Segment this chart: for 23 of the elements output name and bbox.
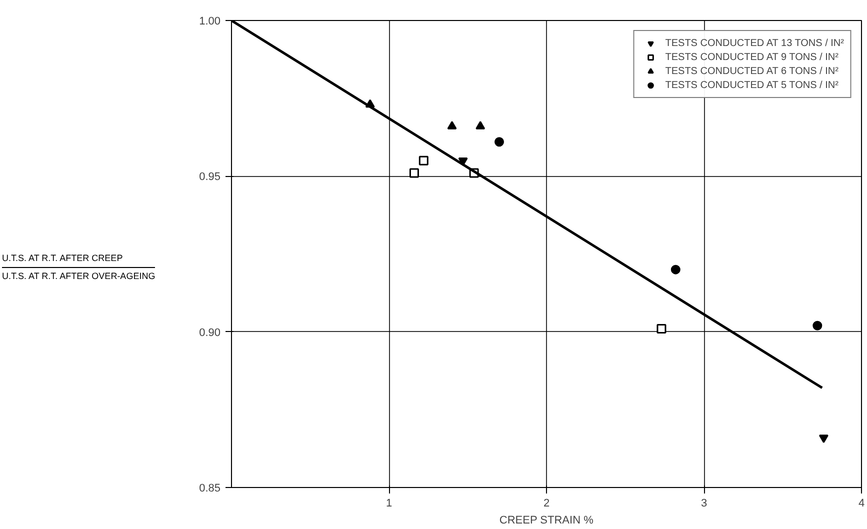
x-tick-label: 4 bbox=[858, 498, 865, 510]
point bbox=[418, 156, 428, 166]
point bbox=[494, 137, 504, 147]
point bbox=[447, 120, 457, 130]
x-tick-label: 2 bbox=[543, 498, 550, 510]
y-tick-label: 1.00 bbox=[199, 16, 221, 28]
x-tick-label: 3 bbox=[700, 498, 708, 510]
point bbox=[670, 264, 680, 274]
point bbox=[409, 168, 419, 178]
point bbox=[812, 320, 822, 330]
y-tick-label: 0.90 bbox=[199, 326, 221, 339]
point bbox=[476, 120, 486, 130]
legend-label: TESTS CONDUCTED AT 9 TONS / IN² bbox=[665, 51, 838, 63]
legend-label: TESTS CONDUCTED AT 13 TONS / IN² bbox=[665, 37, 844, 49]
point bbox=[818, 434, 828, 444]
legend-label: TESTS CONDUCTED AT 5 TONS / IN² bbox=[665, 79, 838, 91]
y-tick-label: 0.95 bbox=[199, 171, 221, 184]
point bbox=[656, 324, 666, 334]
y-tick-label: 0.85 bbox=[199, 482, 221, 494]
y-axis-title: U.T.S. AT R.T. AFTER CREEP U.T.S. AT R.T. AFTER OVER-AGEING bbox=[2, 252, 156, 283]
x-axis-title: CREEP STRAIN % bbox=[499, 514, 594, 526]
x-tick-label: 1 bbox=[386, 498, 392, 510]
legend-label: TESTS CONDUCTED AT 6 TONS / IN² bbox=[665, 65, 838, 77]
